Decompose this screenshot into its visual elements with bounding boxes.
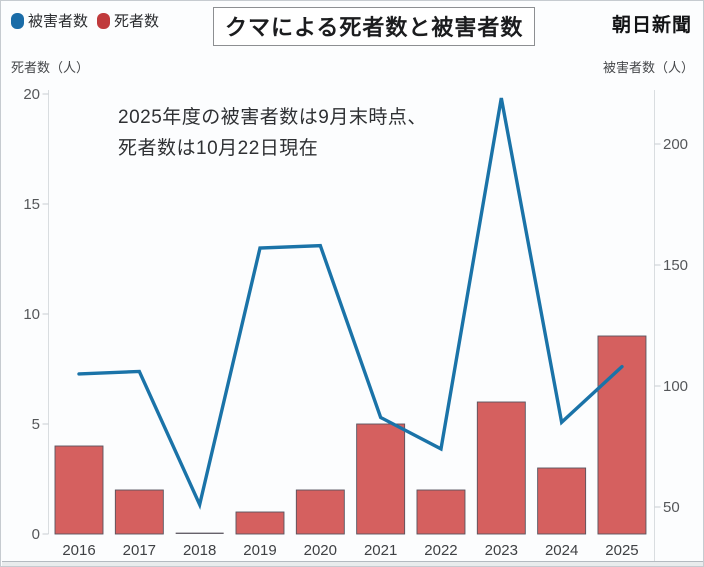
x-axis-label-2023: 2023 [485,542,518,559]
x-axis-label-2019: 2019 [243,542,276,559]
legend: 被害者数 死者数 [11,10,159,31]
bar-2025 [597,335,647,535]
deaths-series-marker-icon [97,12,111,29]
bar-2018-zero [175,532,224,534]
left-axis-tick-label: 0 [32,526,40,543]
bar-2017 [114,489,164,535]
bar-2019 [235,511,285,535]
chart-title: クマによる死者数と被害者数 [213,7,536,46]
x-axis-label-2022: 2022 [424,542,457,559]
right-axis-tick-label: 150 [663,257,688,274]
publisher-logo: 朝日新聞 [611,15,692,36]
left-axis-tick-label: 10 [23,306,40,323]
annotation-line-1: 2025年度の被害者数は9月末時点、 [118,107,427,128]
x-axis-label-2018: 2018 [183,542,216,559]
x-axis-label-2025: 2025 [605,542,638,559]
left-axis-unit-label: 死者数（人） [11,60,90,75]
bar-2020 [295,489,345,535]
bar-2021 [356,423,406,535]
bar-2023 [476,401,526,535]
left-axis-tick-label: 5 [32,416,40,433]
right-axis-tick-label: 200 [663,136,688,153]
bottom-strip [2,562,703,566]
left-axis-tick-label: 20 [23,86,40,103]
bar-2016 [54,445,104,535]
left-axis-tick-label: 15 [23,196,40,213]
legend-item-deaths: 死者数 [97,10,159,31]
right-axis-unit-label: 被害者数（人） [602,60,694,75]
victims-line-series [77,97,624,510]
bar-2024 [537,467,587,535]
right-axis-tick-label: 100 [663,378,688,395]
bar-2022 [416,489,466,535]
legend-label-victims: 被害者数 [28,13,89,30]
x-axis-label-2020: 2020 [304,542,337,559]
x-axis-label-2017: 2017 [123,542,156,559]
annotation-line-2: 死者数は10月22日現在 [118,138,319,159]
legend-label-deaths: 死者数 [114,13,160,30]
right-axis-tick-label: 50 [663,499,680,516]
victims-series-marker-icon [11,12,24,29]
x-axis-label-2024: 2024 [545,542,578,559]
annotation-note: 2025年度の被害者数は9月末時点、 死者数は10月22日現在 [118,102,427,164]
x-axis-label-2021: 2021 [364,542,397,559]
x-axis-label-2016: 2016 [62,542,95,559]
legend-item-victims: 被害者数 [11,10,88,31]
